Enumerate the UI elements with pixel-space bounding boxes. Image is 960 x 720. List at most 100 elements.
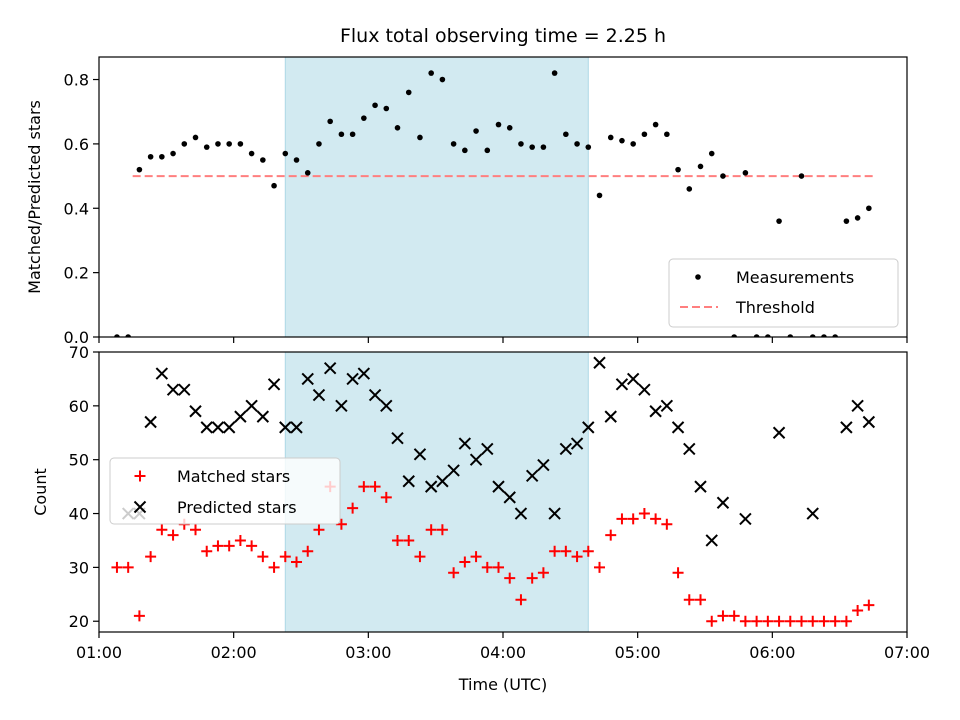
y-tick-label: 0.4 (64, 199, 89, 218)
y-tick-label: 30 (69, 558, 89, 577)
matched-star-point (291, 556, 303, 568)
matched-star-point (650, 513, 662, 525)
matched-star-point (560, 545, 572, 557)
matched-star-point (852, 604, 864, 616)
predicted-star-point (211, 421, 225, 434)
legend-predicted-marker (133, 500, 147, 514)
measurement-point (652, 121, 659, 128)
measurement-point (787, 334, 794, 337)
x-axis-label: Time (UTC) (458, 675, 547, 694)
measurement-point (708, 150, 715, 157)
measurement-point (495, 121, 502, 128)
measurement-point (776, 218, 782, 224)
predicted-star-point (716, 496, 730, 509)
measurement-point (439, 76, 446, 83)
matched-star-point (279, 551, 291, 563)
matched-star-point (638, 508, 650, 520)
x-tick-label: 06:00 (749, 643, 795, 662)
measurement-point (338, 131, 345, 138)
measurement-point (293, 157, 300, 163)
matched-star-point (448, 567, 460, 579)
matched-star-point (403, 534, 415, 546)
predicted-star-point (559, 442, 573, 456)
y-tick-label: 0.6 (64, 135, 89, 154)
matched-star-point (313, 524, 325, 536)
predicted-star-point (671, 421, 685, 434)
predicted-star-point (222, 421, 236, 434)
matched-star-point (728, 610, 740, 622)
matched-star-point (380, 491, 392, 503)
predicted-star-point (582, 421, 595, 434)
y-axis-label: Matched/Predicted stars (25, 100, 44, 294)
legend-box (668, 258, 899, 328)
predicted-star-point (806, 507, 819, 520)
matched-star-point (829, 615, 841, 627)
matched-star-point (582, 545, 594, 557)
legend-measurement-marker (695, 274, 701, 280)
measurement-point (316, 141, 322, 147)
predicted-star-point (402, 475, 415, 488)
predicted-star-point (458, 437, 472, 450)
matched-star-point (111, 561, 123, 573)
predicted-star-point (469, 453, 483, 466)
measurement-point (349, 131, 356, 138)
matched-star-point (627, 513, 639, 525)
measurement-point (192, 134, 199, 141)
legend-label-measurements: Measurements (736, 268, 854, 287)
x-tick-label: 02:00 (211, 643, 257, 662)
y-tick-label: 70 (69, 343, 89, 362)
matched-star-point (796, 615, 808, 627)
predicted-star-point (166, 383, 180, 396)
matched-star-point (436, 524, 448, 536)
matched-star-point (246, 540, 258, 552)
matched-star-point (504, 572, 516, 584)
legend-box (109, 457, 341, 525)
matched-star-point (549, 545, 561, 557)
legend-bottom: Matched stars Predicted stars (109, 457, 341, 525)
predicted-star-point (570, 437, 584, 450)
matched-star-point (762, 615, 774, 627)
predicted-star-point (279, 421, 292, 434)
measurement-point (282, 150, 289, 157)
measurement-point (798, 173, 805, 179)
predicted-star-point (514, 507, 528, 520)
measurement-point (742, 170, 749, 176)
measurement-point (506, 125, 513, 131)
predicted-star-point (705, 534, 718, 547)
measurement-point (540, 144, 547, 150)
plot-area (114, 57, 874, 337)
measurement-point (237, 141, 244, 147)
predicted-star-point (481, 442, 494, 456)
matched-star-point (167, 529, 179, 541)
matched-star-point (302, 545, 314, 557)
matched-star-point (605, 529, 617, 541)
x-tick-label: 04:00 (480, 643, 526, 662)
measurement-point (720, 173, 726, 179)
measurement-point (765, 334, 771, 337)
matched-star-point (571, 551, 583, 563)
measurement-point (585, 144, 592, 150)
predicted-star-point (851, 399, 864, 413)
matched-star-point (661, 518, 673, 530)
measurement-point (686, 186, 693, 192)
predicted-star-point (189, 405, 202, 418)
predicted-star-point (200, 421, 213, 434)
measurement-point (854, 215, 861, 221)
matched-star-point (672, 567, 684, 579)
matched-star-point (470, 551, 482, 563)
matched-star-point (493, 561, 505, 573)
top-panel-ratio: 0.0 0.2 0.4 0.6 0.8 Matched/Predicted stars Me… (25, 56, 908, 347)
predicted-star-point (537, 458, 550, 472)
measurement-point (450, 141, 457, 147)
matched-star-point (459, 556, 471, 568)
measurement-point (675, 166, 681, 173)
legend-label-predicted: Predicted stars (177, 498, 297, 517)
predicted-star-point (840, 421, 853, 434)
matched-star-point (156, 524, 168, 536)
predicted-star-point (615, 378, 629, 391)
matched-star-point (425, 524, 437, 536)
predicted-star-point (772, 426, 786, 439)
matched-star-point (392, 534, 404, 546)
predicted-star-point (144, 415, 157, 429)
measurement-point (114, 334, 120, 337)
